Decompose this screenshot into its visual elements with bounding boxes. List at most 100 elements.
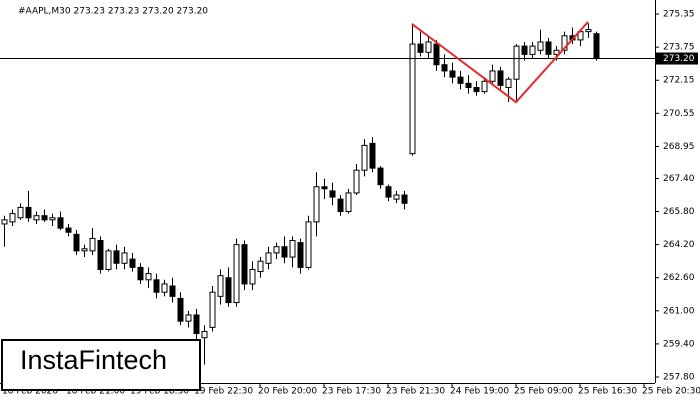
y-tick-label: 257.80 — [663, 373, 695, 383]
candle-body — [257, 260, 264, 273]
candle-body — [113, 250, 120, 264]
x-tick-label: 25 Feb 16:30 — [578, 387, 637, 397]
candle-body — [129, 258, 136, 268]
candle-body — [57, 217, 64, 229]
x-tick-label: 23 Feb 17:30 — [322, 387, 381, 397]
candle-body — [41, 215, 48, 221]
candle-body — [49, 217, 56, 221]
candle-body — [393, 194, 400, 200]
candle-body — [193, 314, 200, 335]
y-tick-label: 265.80 — [663, 207, 695, 217]
candle-body — [145, 273, 152, 281]
candle-body — [505, 78, 512, 88]
candle-body — [585, 29, 592, 33]
x-tick-label: 25 Feb 20:30 — [642, 387, 700, 397]
candle-body — [209, 291, 216, 328]
y-tick-label: 259.40 — [663, 339, 695, 349]
candle-body — [313, 186, 320, 223]
candle-body — [489, 70, 496, 82]
candle-body — [65, 227, 72, 233]
candle-body — [185, 314, 192, 322]
candle-body — [97, 240, 104, 270]
candle-body — [425, 41, 432, 53]
candle-body — [465, 82, 472, 88]
candle-body — [17, 206, 24, 219]
candle-body — [217, 275, 224, 297]
candle-body — [409, 43, 416, 155]
current-price-label: 273.20 — [663, 54, 695, 64]
candle-body — [105, 250, 112, 270]
candle-body — [545, 41, 552, 55]
candle-body — [153, 279, 160, 293]
candle-body — [89, 237, 96, 252]
y-tick-label: 268.95 — [663, 142, 695, 152]
candle-body — [161, 283, 168, 293]
candle-body — [297, 242, 304, 268]
candle-body — [177, 297, 184, 322]
candle-body — [417, 43, 424, 53]
candle-body — [249, 268, 256, 285]
candle-body — [9, 213, 16, 223]
candle-body — [561, 35, 568, 51]
candle-body — [441, 64, 448, 72]
x-tick-label: 20 Feb 20:00 — [258, 387, 317, 397]
candle-body — [433, 43, 440, 66]
candle-body — [169, 285, 176, 297]
candle-body — [81, 248, 88, 252]
candle-body — [513, 45, 520, 80]
candle-body — [241, 244, 248, 285]
candle-body — [553, 49, 560, 55]
x-tick-label: 18 Feb 21:00 — [66, 387, 125, 397]
y-tick-label: 264.20 — [663, 240, 695, 250]
candle-body — [265, 252, 272, 264]
candle-body — [449, 70, 456, 78]
y-tick-label: 272.15 — [663, 76, 695, 86]
y-tick-label: 270.55 — [663, 109, 695, 119]
candle-body — [201, 331, 208, 339]
y-tick-label: 275.35 — [663, 10, 695, 20]
candle-body — [137, 266, 144, 281]
x-tick-label: 19 Feb 22:30 — [194, 387, 253, 397]
candle-body — [281, 246, 288, 258]
y-tick-label: 273.75 — [663, 43, 695, 53]
candle-body — [305, 221, 312, 268]
x-tick-label: 18 Feb 2026 — [2, 387, 58, 397]
candle-body — [481, 80, 488, 93]
current-price-box — [656, 52, 698, 65]
candle-body — [497, 70, 504, 86]
candle-body — [225, 277, 232, 304]
x-tick-label: 19 Feb 18:30 — [130, 387, 189, 397]
candle-body — [537, 41, 544, 51]
candle-body — [593, 33, 600, 60]
candle-body — [385, 186, 392, 198]
pattern-line — [411, 21, 589, 104]
candle-body — [33, 215, 40, 221]
logo-box — [1, 339, 201, 391]
candle-body — [345, 192, 352, 213]
candle-body — [233, 244, 240, 304]
candle-body — [321, 186, 328, 190]
candle-body — [353, 169, 360, 194]
candle-body — [521, 45, 528, 55]
logo: InstaFintech — [20, 345, 167, 375]
candle-body — [1, 219, 8, 225]
y-tick-label: 262.60 — [663, 273, 695, 283]
candle-body — [361, 144, 368, 171]
candle-body — [289, 240, 296, 258]
candle-body — [73, 233, 80, 252]
candle-body — [473, 86, 480, 93]
candle-body — [337, 198, 344, 213]
candle-body — [121, 252, 128, 264]
candle-body — [457, 76, 464, 84]
candle-body — [25, 206, 32, 219]
candle-body — [273, 246, 280, 254]
header: #AAPL,M30 273.23 273.23 273.20 273.20 — [18, 7, 208, 17]
candle-body — [529, 45, 536, 55]
x-tick-label: 25 Feb 09:00 — [514, 387, 573, 397]
x-tick-label: 23 Feb 21:30 — [386, 387, 445, 397]
y-tick-label: 261.00 — [663, 306, 695, 316]
y-tick-label: 267.40 — [663, 174, 695, 184]
candle-body — [369, 142, 376, 169]
candle-body — [377, 167, 384, 186]
